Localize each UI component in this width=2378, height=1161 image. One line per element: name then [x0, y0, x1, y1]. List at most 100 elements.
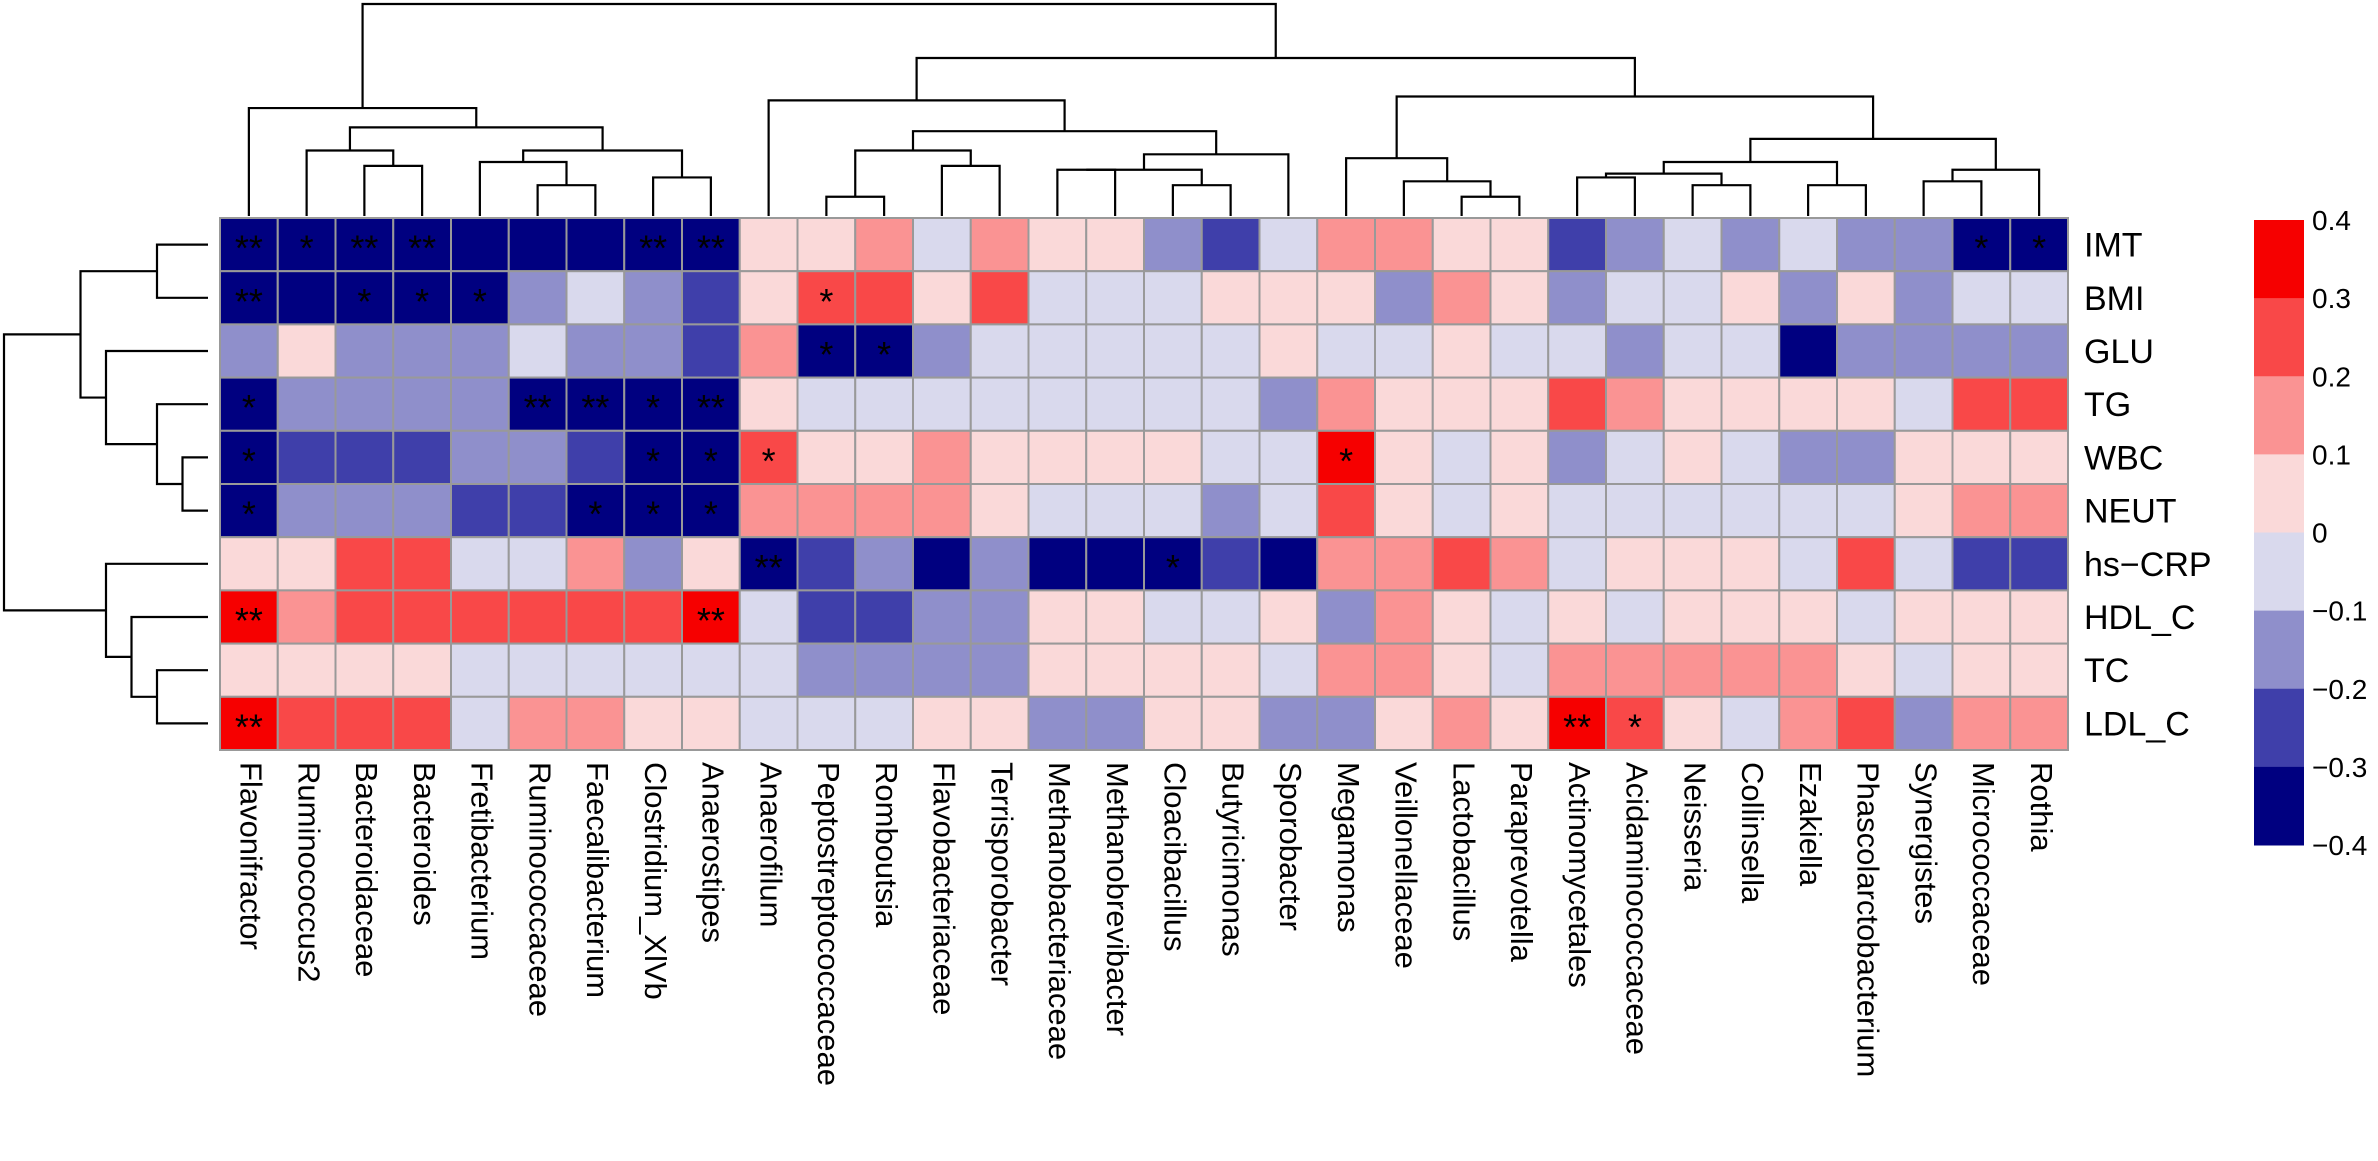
heatmap-cell — [1431, 642, 1492, 698]
row-label: TG — [2084, 386, 2131, 424]
column-label: Rothia — [2024, 762, 2059, 852]
heatmap-cell — [1316, 589, 1376, 645]
heatmap-cell — [796, 483, 857, 539]
heatmap-cell — [1778, 589, 1838, 645]
column-dendrogram-branch — [1951, 168, 2041, 216]
heatmap-cell — [912, 376, 972, 432]
heatmap-cell — [219, 270, 279, 326]
row-dendrogram-branch — [79, 270, 157, 399]
significance-star: ** — [697, 600, 725, 641]
heatmap-cell — [1778, 217, 1838, 273]
column-label: Ruminococcaceae — [522, 762, 557, 1017]
significance-star: ** — [639, 228, 667, 269]
heatmap-cell — [738, 483, 799, 539]
column-dendrogram-branch — [1402, 180, 1492, 216]
column-dendrogram-branch — [522, 149, 684, 178]
heatmap-cell — [681, 323, 741, 379]
heatmap-cell — [854, 483, 914, 539]
column-label: Anaerostipes — [696, 762, 731, 943]
heatmap-cell — [969, 642, 1030, 698]
heatmap-cell — [969, 483, 1030, 539]
heatmap-cell — [1720, 483, 1781, 539]
heatmap-cell — [450, 695, 510, 751]
heatmap-cell — [623, 642, 683, 698]
heatmap-cell — [2009, 429, 2069, 485]
heatmap-cell — [796, 376, 857, 432]
heatmap-cell — [912, 642, 972, 698]
heatmap-cell — [681, 270, 741, 326]
heatmap-cell — [623, 483, 683, 539]
heatmap-cell — [1027, 429, 1088, 485]
significance-star: ** — [697, 228, 725, 269]
column-label: Paraprevotella — [1504, 762, 1539, 963]
heatmap-cell — [1605, 536, 1665, 592]
heatmap-cell — [1316, 536, 1376, 592]
column-dendrogram-branch — [363, 164, 424, 216]
heatmap-cell — [1085, 483, 1145, 539]
heatmap-cell — [1720, 376, 1781, 432]
heatmap-cell — [1720, 589, 1781, 645]
column-dendrogram-branch — [1576, 176, 1636, 216]
significance-star: * — [1628, 706, 1642, 747]
heatmap-cell — [1778, 642, 1838, 698]
heatmap-cell — [2009, 536, 2069, 592]
heatmap-cell — [1893, 270, 1954, 326]
row-dendrogram-branch — [104, 562, 208, 658]
column-label: Megamonas — [1331, 762, 1366, 933]
heatmap-cell — [1027, 536, 1088, 592]
column-label: Veillonellaceae — [1389, 762, 1424, 969]
heatmap-cell — [1893, 536, 1954, 592]
column-dendrogram-branch — [1345, 157, 1449, 216]
heatmap-cell — [1778, 323, 1838, 379]
heatmap-cell — [1489, 376, 1550, 432]
column-label: Flavobacteriaceae — [927, 762, 962, 1015]
heatmap-cell — [1200, 642, 1261, 698]
heatmap-cell — [1605, 376, 1665, 432]
row-label: TC — [2084, 652, 2129, 690]
heatmap-cell — [1605, 695, 1665, 751]
heatmap-cell — [565, 695, 626, 751]
row-dendrogram-branch — [130, 615, 208, 698]
significance-star: * — [1974, 228, 1988, 269]
column-dendrogram-branch — [536, 184, 597, 216]
heatmap-cell — [276, 589, 337, 645]
heatmap-cell — [1200, 376, 1261, 432]
column-label: Bacteroides — [407, 762, 442, 926]
legend-tick-label: −0.4 — [2312, 830, 2367, 861]
heatmap-cell — [450, 483, 510, 539]
heatmap-cell — [1662, 536, 1723, 592]
row-label: LDL_C — [2084, 705, 2190, 743]
heatmap-cell — [1662, 589, 1723, 645]
heatmap-cell — [681, 695, 741, 751]
row-dendrogram-branch — [155, 243, 208, 299]
heatmap-cell — [565, 217, 626, 273]
heatmap-cell — [623, 217, 683, 273]
column-dendrogram-branch — [1460, 195, 1521, 216]
heatmap-cell — [507, 642, 568, 698]
significance-star: ** — [697, 387, 725, 428]
heatmap-cell — [1662, 270, 1723, 326]
heatmap-cell — [219, 483, 279, 539]
heatmap-cell — [392, 695, 452, 751]
heatmap-cell — [1489, 589, 1550, 645]
heatmap-cell — [334, 589, 395, 645]
significance-star: * — [704, 440, 718, 481]
heatmap-cell — [1374, 270, 1434, 326]
heatmap-cell — [1085, 589, 1145, 645]
heatmap-cell — [681, 483, 741, 539]
heatmap-cell — [1836, 323, 1896, 379]
heatmap-cell — [1374, 642, 1434, 698]
significance-star: ** — [235, 600, 263, 641]
heatmap-cell — [623, 270, 683, 326]
heatmap-cell — [1489, 536, 1550, 592]
heatmap-cell — [1200, 483, 1261, 539]
heatmap-cell — [1951, 376, 2012, 432]
heatmap-cell — [1778, 483, 1838, 539]
heatmap-cell — [2009, 642, 2069, 698]
heatmap-cell — [969, 536, 1030, 592]
heatmap-cell — [276, 429, 337, 485]
heatmap-cell — [969, 323, 1030, 379]
heatmap-cell — [450, 323, 510, 379]
heatmap-cell — [1489, 695, 1550, 751]
